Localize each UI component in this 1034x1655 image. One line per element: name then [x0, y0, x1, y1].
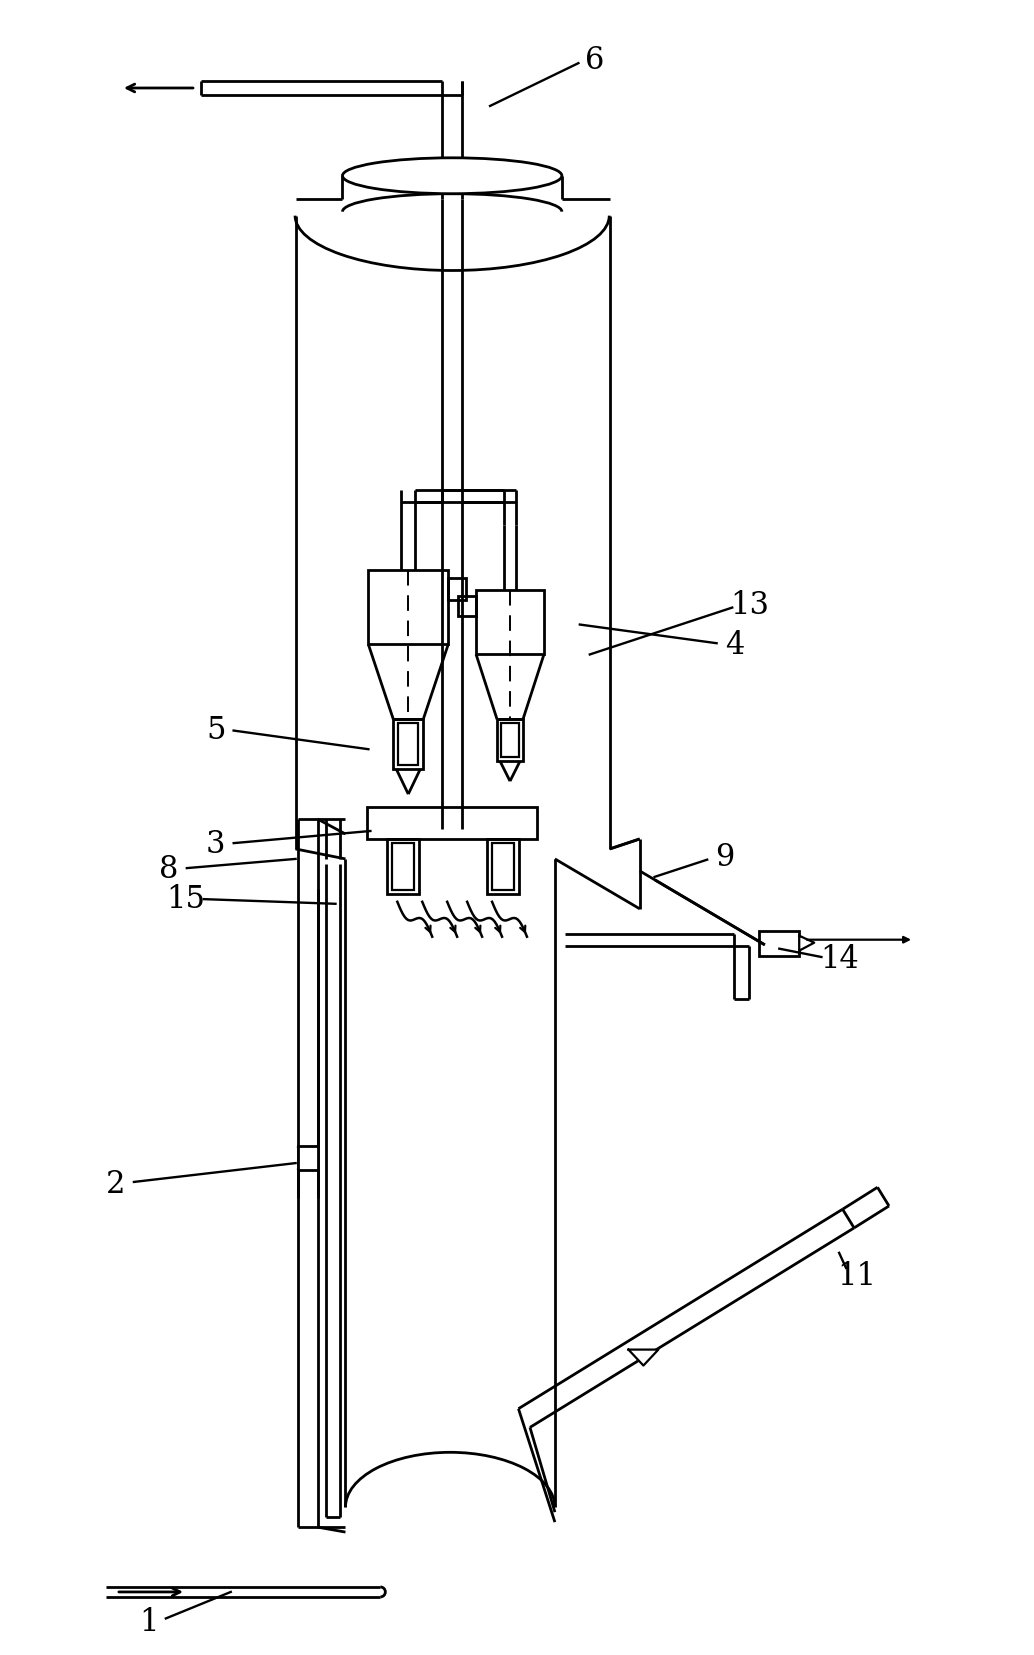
Bar: [393, 720, 423, 770]
Bar: [367, 808, 537, 839]
Bar: [398, 723, 419, 766]
Bar: [368, 571, 448, 645]
Bar: [476, 591, 544, 655]
Text: 11: 11: [838, 1261, 877, 1291]
Bar: [492, 844, 514, 890]
Ellipse shape: [342, 159, 561, 195]
Bar: [458, 596, 476, 616]
Bar: [392, 844, 415, 890]
Bar: [501, 723, 519, 758]
Text: 6: 6: [585, 45, 605, 76]
Text: 4: 4: [725, 629, 744, 660]
Text: 1: 1: [140, 1607, 159, 1637]
Bar: [497, 720, 523, 761]
Text: 13: 13: [730, 589, 769, 621]
Text: 8: 8: [159, 854, 179, 885]
Polygon shape: [298, 1147, 317, 1170]
Text: 14: 14: [820, 943, 858, 975]
Polygon shape: [799, 937, 814, 952]
Bar: [448, 578, 466, 601]
Text: 5: 5: [206, 715, 225, 745]
Text: 9: 9: [714, 842, 734, 872]
Bar: [388, 839, 419, 894]
Bar: [487, 839, 519, 894]
Text: 3: 3: [206, 829, 225, 861]
Polygon shape: [629, 1350, 659, 1365]
Text: 15: 15: [166, 884, 206, 915]
Text: 2: 2: [107, 1168, 126, 1198]
Bar: [759, 932, 799, 957]
